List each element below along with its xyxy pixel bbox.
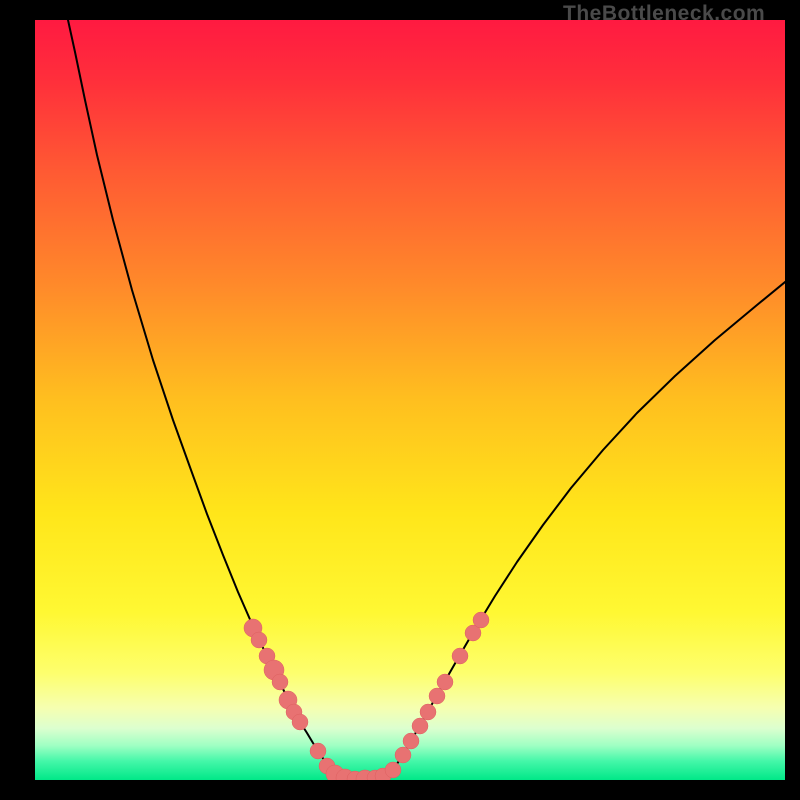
marker-dot [420,704,436,720]
attribution-text: TheBottleneck.com [563,2,765,26]
marker-dot [395,747,411,763]
plot-area [35,20,785,780]
stage: TheBottleneck.com [0,0,800,800]
marker-dot [473,612,489,628]
marker-dot [272,674,288,690]
marker-dot [452,648,468,664]
marker-dot [385,762,401,778]
plot-background [35,20,785,780]
marker-dot [251,632,267,648]
marker-dot [412,718,428,734]
marker-dot [437,674,453,690]
marker-dot [310,743,326,759]
marker-dot [429,688,445,704]
marker-dot [292,714,308,730]
marker-dot [403,733,419,749]
